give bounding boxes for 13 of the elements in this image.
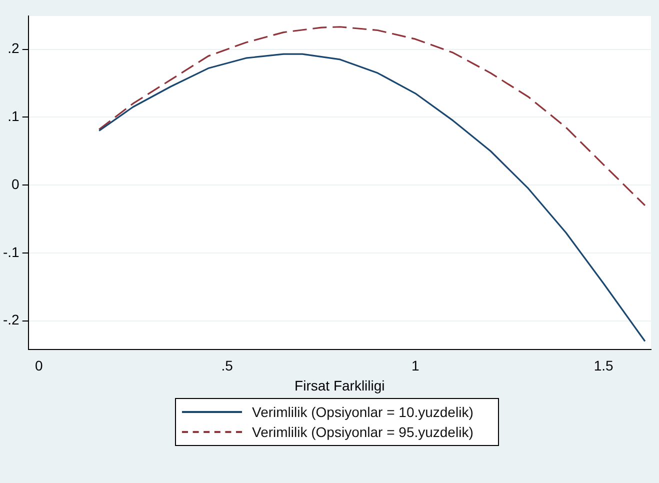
line-series [98, 26, 646, 206]
y-tick-label: 0 [12, 176, 20, 192]
y-tick-label: .2 [8, 40, 20, 56]
x-tick-label: 1.5 [594, 358, 614, 374]
x-tick-label: 1 [411, 358, 420, 374]
y-tick-label: -.2 [2, 312, 20, 328]
y-tick-label: -.1 [2, 244, 20, 260]
x-axis-title: Firsat Farkliligi [294, 377, 385, 394]
x-tick-label: .5 [221, 358, 234, 374]
y-tick-label: .1 [8, 108, 20, 124]
legend-label: Verimlilik (Opsiyonlar = 95.yuzdelik) [252, 424, 474, 440]
x-tick-label: 0 [34, 358, 43, 374]
legend-label: Verimlilik (Opsiyonlar = 10.yuzdelik) [252, 404, 474, 420]
